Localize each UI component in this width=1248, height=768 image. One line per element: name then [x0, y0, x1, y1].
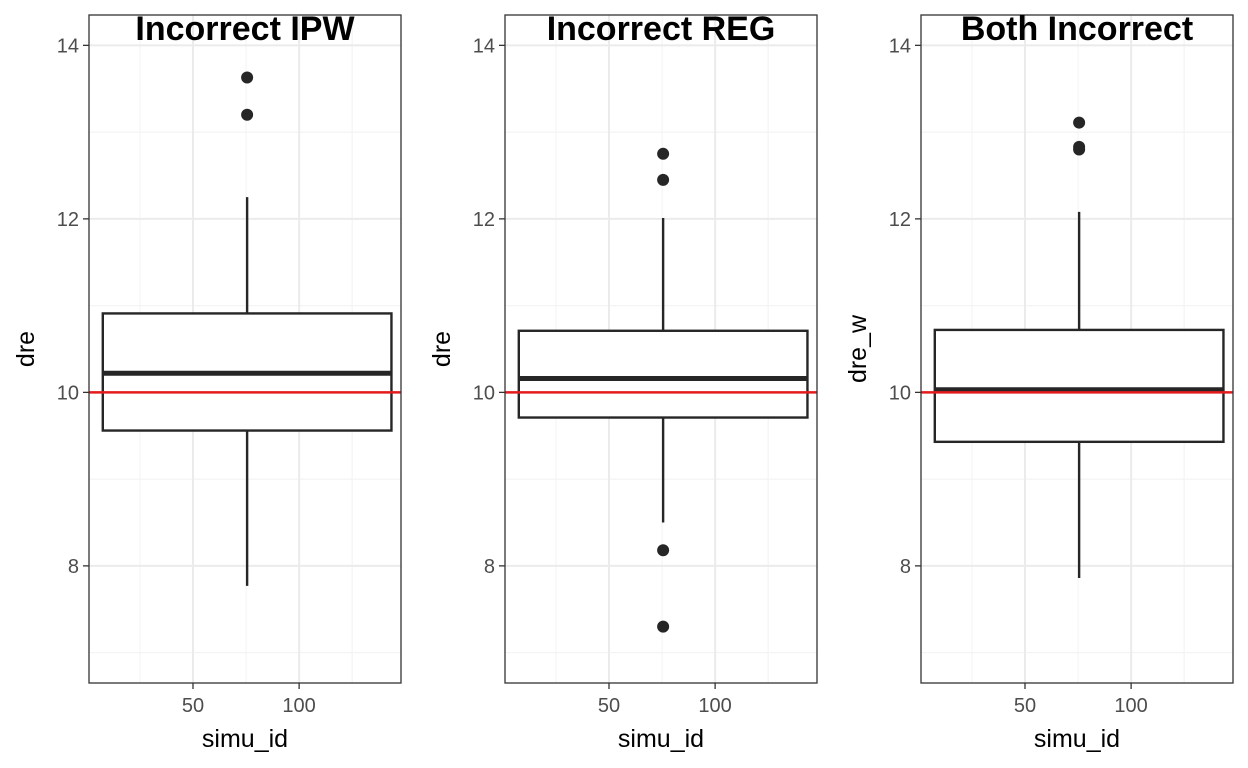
y-tick-label: 14 [889, 35, 911, 57]
x-axis-title: simu_id [618, 725, 704, 753]
panel-2: Incorrect REG 8 10 12 14 50 100 simu_id dre [428, 10, 818, 753]
y-tick-label: 14 [473, 35, 495, 57]
panel-title: Incorrect REG [547, 10, 776, 48]
y-tick-label: 12 [889, 209, 911, 231]
x-tick-label: 50 [182, 695, 204, 717]
x-tick-label: 100 [282, 695, 315, 717]
x-tick-label: 100 [698, 695, 731, 717]
y-tick-label: 10 [473, 382, 495, 404]
x-axis-title: simu_id [202, 725, 288, 753]
outlier-point [657, 544, 670, 557]
y-axis-title: dre [12, 331, 40, 367]
panel-title: Both Incorrect [961, 10, 1193, 48]
outlier-point [241, 108, 254, 121]
x-tick-label: 100 [1114, 695, 1147, 717]
y-tick-label: 8 [900, 556, 911, 578]
y-tick-label: 8 [484, 556, 495, 578]
box-iqr [933, 328, 1225, 444]
panel-3: Both Incorrect 8 10 12 14 50 100 simu_id dre_w [844, 10, 1234, 753]
panel-1: Incorrect IPW 8 10 12 14 50 100 simu_id dre [12, 10, 402, 753]
y-axis-title: dre_w [844, 314, 872, 383]
x-axis-title: simu_id [1034, 725, 1120, 753]
panel-border [88, 14, 402, 684]
outlier-point [657, 147, 670, 160]
panel-title: Incorrect IPW [135, 10, 355, 48]
y-tick-label: 10 [889, 382, 911, 404]
outlier-point [657, 620, 670, 633]
outlier-point [241, 71, 254, 84]
x-tick-label: 50 [598, 695, 620, 717]
panel-border [504, 14, 818, 684]
outlier-point [657, 173, 670, 186]
outlier-point [1073, 116, 1086, 129]
panel-border [920, 14, 1234, 684]
y-tick-label: 12 [57, 209, 79, 231]
x-tick-label: 50 [1014, 695, 1036, 717]
y-tick-label: 10 [57, 382, 79, 404]
y-tick-label: 12 [473, 209, 495, 231]
y-tick-label: 8 [68, 556, 79, 578]
y-axis-title: dre [428, 331, 456, 367]
y-tick-label: 14 [57, 35, 79, 57]
box-iqr [517, 329, 809, 419]
outlier-point [1073, 143, 1086, 156]
